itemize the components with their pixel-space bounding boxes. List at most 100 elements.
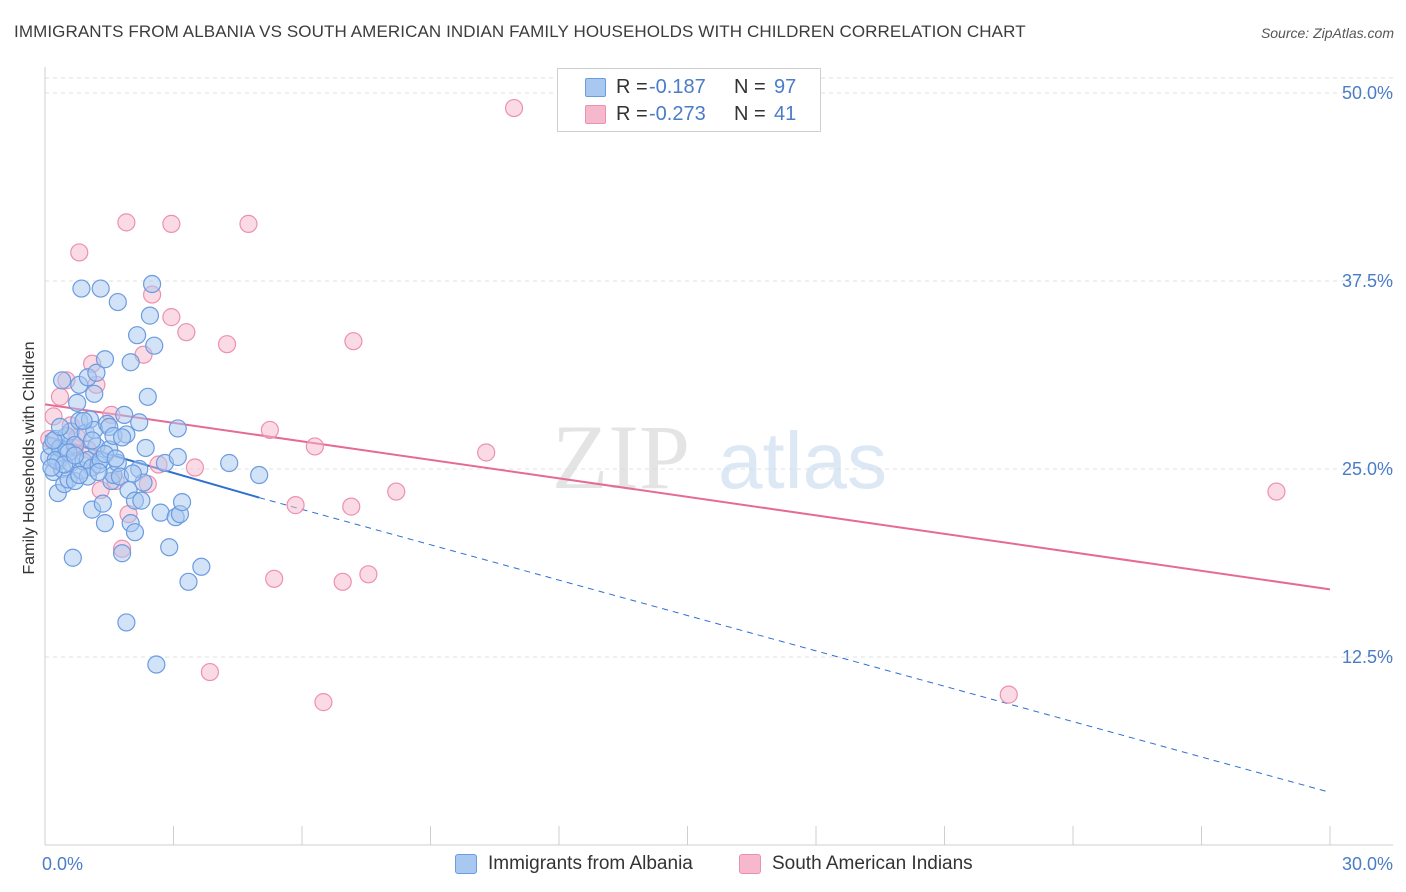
- pink-swatch-icon: [739, 854, 761, 874]
- r-value: -0.273: [649, 103, 706, 125]
- pink-data-point: [162, 308, 181, 327]
- pink-data-point: [477, 443, 496, 462]
- blue-data-point: [91, 279, 110, 298]
- y-tick-label: 50.0%: [1342, 83, 1393, 103]
- blue-data-point: [142, 274, 162, 294]
- r-value: -0.187: [649, 76, 706, 98]
- legend-row-albania: R = -0.187 N = 97: [558, 74, 820, 100]
- pink-data-point: [265, 569, 284, 588]
- blue-data-point: [95, 350, 115, 369]
- blue-data-point: [50, 417, 70, 437]
- pink-data-point: [1267, 482, 1286, 501]
- y-tick-label: 25.0%: [1342, 459, 1393, 479]
- blue-data-point: [220, 453, 239, 473]
- blue-data-point: [106, 449, 125, 468]
- blue-trend-extension: [259, 497, 1331, 793]
- legend-row-south-american: R = -0.273 N = 41: [558, 101, 820, 127]
- blue-data-point: [132, 491, 151, 510]
- pink-data-point: [217, 335, 237, 354]
- blue-data-point: [125, 523, 145, 542]
- blue-data-point: [121, 353, 140, 372]
- blue-data-point: [95, 514, 115, 533]
- blue-data-point: [93, 494, 112, 513]
- tick-labels: 12.5% 25.0% 37.5% 50.0% 0.0% 30.0%: [42, 83, 1393, 874]
- blue-data-point: [151, 503, 170, 522]
- blue-data-point: [145, 336, 164, 355]
- pink-data-point: [200, 662, 220, 682]
- pink-data-point: [305, 437, 324, 456]
- pink-data-point: [999, 685, 1018, 704]
- blue-data-point: [115, 405, 134, 424]
- blue-data-point: [112, 544, 132, 563]
- pink-data-point: [344, 332, 363, 351]
- pink-data-point: [314, 693, 333, 712]
- n-label: N =: [734, 103, 766, 125]
- x-tick-label: 30.0%: [1342, 854, 1393, 874]
- pink-data-point: [333, 572, 352, 591]
- y-tick-label: 37.5%: [1342, 271, 1393, 291]
- blue-swatch-icon: [585, 78, 606, 97]
- r-label: R =: [616, 103, 648, 125]
- blue-points: [40, 274, 269, 674]
- pink-data-point: [177, 323, 196, 342]
- pink-data-point: [70, 243, 89, 262]
- blue-data-point: [72, 279, 91, 298]
- correlation-legend: R = -0.187 N = 97 R = -0.273 N = 41: [557, 68, 821, 132]
- pink-data-point: [286, 496, 305, 515]
- pink-data-point: [342, 497, 361, 516]
- blue-data-point: [172, 493, 192, 512]
- blue-data-point: [83, 431, 102, 450]
- blue-data-point: [85, 384, 104, 403]
- blue-data-point: [63, 548, 82, 567]
- blue-data-point: [168, 419, 187, 438]
- blue-data-point: [140, 306, 160, 325]
- pink-data-point: [239, 214, 258, 233]
- blue-data-point: [42, 458, 61, 477]
- n-label: N =: [734, 76, 766, 98]
- pink-data-point: [117, 213, 136, 232]
- blue-data-point: [127, 326, 147, 345]
- pink-data-point: [387, 482, 406, 501]
- blue-data-point: [250, 465, 269, 485]
- pink-data-point: [162, 214, 181, 233]
- blue-data-point: [179, 572, 198, 591]
- blue-data-point: [74, 411, 93, 430]
- blue-data-point: [192, 557, 211, 576]
- watermark-zip: ZIP: [552, 406, 690, 508]
- pink-data-point: [504, 98, 524, 118]
- blue-data-point: [168, 447, 187, 467]
- blue-data-point: [87, 363, 106, 382]
- watermark-atlas: atlas: [718, 416, 887, 505]
- blue-data-point: [89, 462, 108, 482]
- pink-data-point: [50, 387, 70, 406]
- blue-data-point: [112, 428, 132, 447]
- blue-data-point: [68, 393, 87, 412]
- legend-item-south-american: South American Indians: [739, 852, 1019, 878]
- blue-data-point: [130, 413, 149, 432]
- legend-label: Immigrants from Albania: [488, 853, 693, 874]
- blue-data-point: [147, 655, 166, 674]
- blue-data-point: [123, 464, 142, 483]
- legend-item-albania: Immigrants from Albania: [455, 852, 735, 878]
- blue-data-point: [65, 446, 85, 465]
- n-value: 41: [774, 103, 797, 125]
- pink-swatch-icon: [585, 105, 606, 124]
- blue-data-point: [70, 465, 89, 485]
- pink-data-point: [260, 420, 279, 440]
- source-label: Source: ZipAtlas.com: [1260, 25, 1394, 41]
- blue-data-point: [53, 371, 72, 390]
- pink-data-point: [359, 565, 378, 584]
- y-axis-label: Family Households with Children: [21, 342, 38, 575]
- y-tick-label: 12.5%: [1342, 647, 1393, 667]
- blue-data-point: [117, 613, 136, 632]
- legend-label: South American Indians: [772, 853, 973, 874]
- x-tick-label: 0.0%: [42, 854, 83, 874]
- blue-swatch-icon: [455, 854, 477, 874]
- pink-data-point: [185, 458, 205, 477]
- blue-data-point: [108, 292, 127, 312]
- blue-data-point: [160, 538, 179, 557]
- r-label: R =: [616, 76, 648, 98]
- blue-data-point: [138, 387, 157, 406]
- blue-data-point: [136, 438, 155, 458]
